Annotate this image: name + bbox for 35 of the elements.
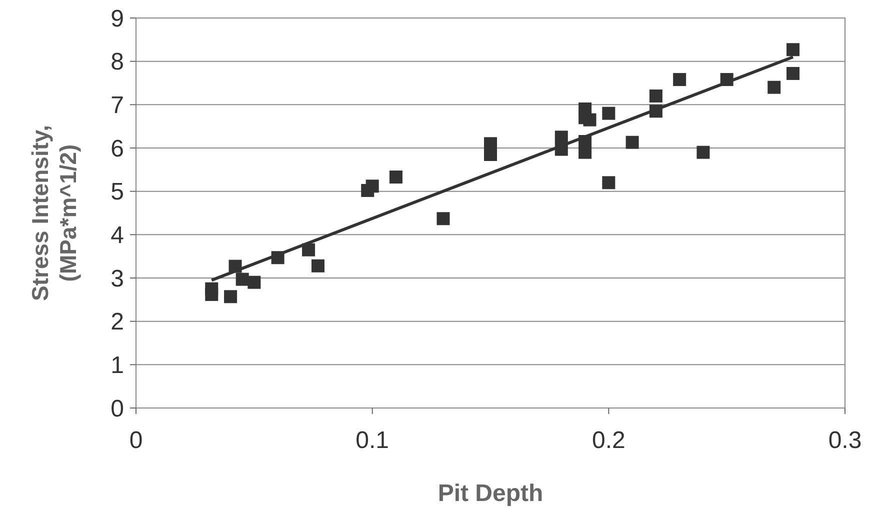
x-tick-label: 0.1 [356,427,390,454]
y-tick-label: 5 [110,178,124,206]
point [626,136,639,149]
x-tick-label: 0.2 [592,427,626,454]
point [673,73,686,86]
x-tick-label: 0 [129,427,143,454]
point [696,146,710,159]
y-tick-label: 1 [110,352,124,380]
y-tick-label: 9 [110,5,124,32]
y-tick-label: 8 [110,48,124,76]
y-tick-label: 6 [110,135,124,162]
y-tick-label: 4 [110,222,124,250]
point [436,212,450,226]
point [205,288,218,301]
point [554,130,568,144]
point [786,43,800,56]
x-axis-title: Pit Depth [438,480,544,507]
point [248,276,261,289]
point [224,290,238,304]
y-tick-label: 0 [110,395,124,422]
point [649,90,662,102]
y-tick-label: 7 [110,92,124,120]
y-tick-label: 3 [110,265,124,292]
x-tick-label: 0.3 [828,427,862,454]
point [302,243,316,256]
y-axis-title: Stress Intensity, (MPa*m^1/2) [27,125,81,301]
point [602,106,616,120]
point [236,272,249,286]
point [578,146,592,159]
point [389,170,402,184]
y-tick-label: 2 [110,308,124,336]
point [768,80,781,94]
point [786,66,800,80]
point [602,176,616,190]
point [311,259,324,272]
